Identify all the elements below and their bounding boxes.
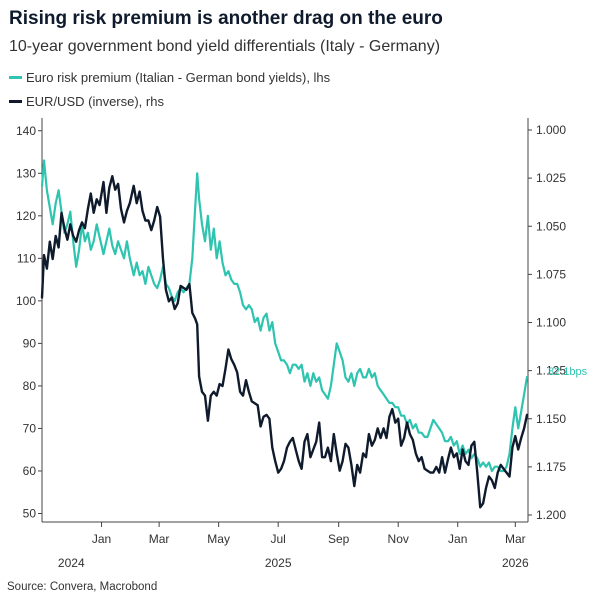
right-tick-label: 1.200 [536,508,566,522]
chart-title: Rising risk premium is another drag on t… [9,8,443,29]
chart-source: Source: Convera, Macrobond [7,581,158,593]
left-tick-label: 110 [17,251,36,265]
legend-item-risk-premium: Euro risk premium (Italian - German bond… [9,70,330,85]
left-tick-label: 60 [23,464,37,478]
right-tick-label: 1.125 [536,364,566,378]
legend-swatch-risk-premium [9,76,22,79]
series-line-risk-premium [40,159,529,473]
legend-label-risk-premium: Euro risk premium (Italian - German bond… [26,70,331,85]
left-tick-label: 120 [16,209,36,223]
right-tick-label: 1.100 [536,316,566,330]
right-tick-label: 1.025 [536,171,566,185]
left-tick-label: 130 [16,166,36,180]
x-year-label: 2025 [265,556,292,570]
x-tick-label: Nov [388,532,409,546]
end-value-label: 82.1bps [548,366,588,378]
right-tick-label: 1.075 [536,267,566,281]
x-tick-label: Sep [328,532,350,546]
x-tick-label: Mar [505,532,526,546]
chart-subtitle: 10-year government bond yield differenti… [9,38,441,55]
x-year-label: 2024 [58,556,85,570]
x-tick-label: May [207,532,230,546]
x-tick-label: Jul [270,532,285,546]
legend-label-eurusd: EUR/USD (inverse), rhs [26,94,164,109]
left-tick-label: 70 [23,421,37,435]
left-tick-label: 50 [23,506,37,520]
left-tick-label: 140 [16,124,36,138]
right-tick-label: 1.150 [536,412,566,426]
x-tick-label: Jan [448,532,467,546]
left-tick-label: 90 [23,336,37,350]
legend-item-eurusd: EUR/USD (inverse), rhs [9,94,164,109]
x-tick-label: Mar [149,532,170,546]
x-tick-label: Jan [92,532,111,546]
series-line-eurusd [40,174,529,509]
legend-swatch-eurusd [9,100,22,103]
left-tick-label: 100 [16,294,36,308]
right-tick-label: 1.175 [536,460,566,474]
right-tick-label: 1.000 [536,123,566,137]
x-year-label: 2026 [502,556,529,570]
right-tick-label: 1.050 [536,219,566,233]
left-tick-label: 80 [23,379,37,393]
